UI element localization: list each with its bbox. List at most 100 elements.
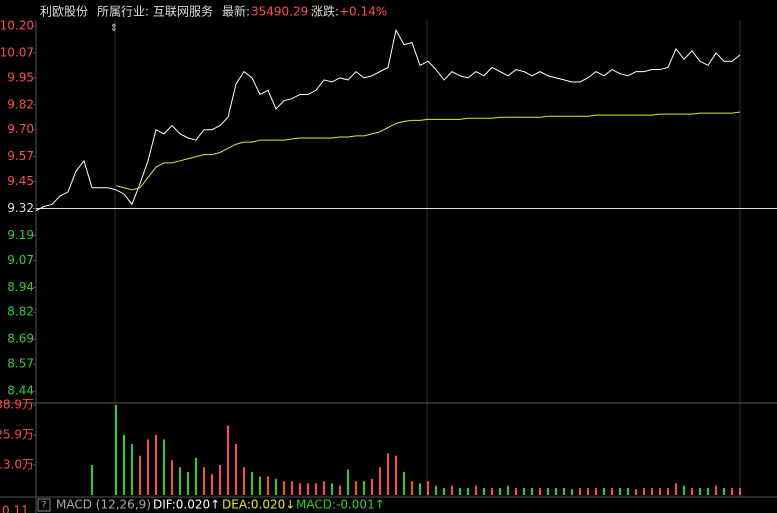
volume-tick-label: 25.9万 <box>0 428 34 442</box>
y-tick-label: 10.20 <box>0 19 34 33</box>
volume-bar <box>435 485 437 495</box>
industry: 互联网服务 <box>153 4 213 19</box>
macd-dea: DEA:0.020↓ <box>222 498 295 512</box>
volume-bar <box>483 488 485 495</box>
volume-bar <box>731 488 733 495</box>
volume-bar <box>299 483 301 495</box>
volume-bar <box>499 488 501 495</box>
volume-bar <box>459 488 461 495</box>
price-line <box>35 28 741 212</box>
volume-bar <box>387 453 389 495</box>
volume-bar <box>419 483 421 495</box>
volume-bar <box>523 488 525 495</box>
volume-bar <box>331 483 333 495</box>
volume-bar <box>539 488 541 495</box>
volume-tick-label: 38.9万 <box>0 398 34 412</box>
volume-bar <box>619 488 621 495</box>
volume-bar <box>203 467 205 495</box>
volume-bar <box>443 488 445 495</box>
header: 利欧股份 所属行业: 互联网服务 最新: 35490.29 涨跌: +0.14% <box>40 4 387 19</box>
change-label: 涨跌: <box>311 4 339 19</box>
volume-bar <box>739 488 741 495</box>
volume-bar <box>611 488 613 495</box>
volume-bar <box>691 488 693 495</box>
latest-label: 最新: <box>222 4 250 19</box>
y-tick-label: 10.07 <box>0 45 34 59</box>
volume-bar <box>555 488 557 495</box>
volume-bar <box>595 488 597 495</box>
volume-bar <box>115 405 117 495</box>
y-tick-label: 8.94 <box>7 280 34 294</box>
volume-bar <box>427 481 429 495</box>
volume-bar <box>163 439 165 495</box>
volume-bar <box>243 467 245 495</box>
volume-bar <box>251 471 253 495</box>
volume-bar <box>643 488 645 495</box>
help-icon[interactable]: ? <box>42 501 47 511</box>
volume-tick-label: 13.0万 <box>0 457 34 471</box>
change: +0.14% <box>339 5 387 19</box>
volume-bar <box>467 488 469 495</box>
volume-bar <box>323 481 325 495</box>
volume-bar <box>339 485 341 495</box>
macd-dif: DIF:0.020↑ <box>153 498 220 512</box>
volume-bar <box>603 488 605 495</box>
volume-bar <box>259 476 261 495</box>
volume-bar <box>715 485 717 495</box>
volume-bar <box>699 488 701 495</box>
volume-bar <box>531 488 533 495</box>
volume-bar <box>187 471 189 495</box>
volume-bar <box>515 488 517 495</box>
volume-bar <box>371 478 373 495</box>
volume-bar <box>291 481 293 495</box>
y-tick-label: 8.82 <box>7 305 34 319</box>
volume-bar <box>627 488 629 495</box>
volume-bar <box>563 488 565 495</box>
volume-bar <box>179 467 181 495</box>
volume-bar <box>219 464 221 495</box>
volume-bar <box>723 488 725 495</box>
macd-title: MACD (12,26,9) <box>56 498 151 512</box>
volume-bar <box>147 439 149 495</box>
volume-bar <box>675 483 677 495</box>
volume-bar <box>579 488 581 495</box>
volume-bar <box>635 489 637 495</box>
volume-bar <box>139 455 141 495</box>
y-tick-label: 8.57 <box>7 357 34 371</box>
volume-bar <box>195 457 197 495</box>
volume-bar <box>507 485 509 495</box>
y-tick-label: 9.07 <box>7 253 34 267</box>
volume-bar <box>91 464 93 495</box>
help-button[interactable] <box>37 498 51 512</box>
volume-bar <box>451 485 453 495</box>
y-tick-label: 9.45 <box>7 174 34 188</box>
latest: 35490.29 <box>251 5 308 19</box>
drag-icon: ⇕ <box>110 23 118 34</box>
volume-bar <box>283 481 285 495</box>
y-tick-label: 9.95 <box>7 70 34 84</box>
volume-bar <box>123 434 125 495</box>
volume-bar <box>491 488 493 495</box>
volume-bar <box>355 481 357 495</box>
volume-bar <box>475 485 477 495</box>
volume-bar <box>363 481 365 495</box>
volume-bar <box>379 467 381 495</box>
y-tick-label: 9.82 <box>7 97 34 111</box>
volume-bar <box>227 425 229 495</box>
volume-bar <box>403 471 405 495</box>
volume-bar <box>235 444 237 495</box>
volume-bar <box>307 483 309 495</box>
volume-bar <box>651 488 653 495</box>
stock-name: 利欧股份 <box>40 5 88 19</box>
volume-bar <box>171 460 173 495</box>
y-tick-label: 9.70 <box>7 122 34 136</box>
macd-axis-label: 0.11 <box>2 504 29 513</box>
volume-bar <box>211 474 213 495</box>
volume-bar <box>411 481 413 495</box>
y-tick-label: 8.44 <box>7 384 34 398</box>
y-tick-label: 8.69 <box>7 332 34 346</box>
y-tick-label: 9.32 <box>7 201 34 215</box>
macd-value: MACD:-0.001↑ <box>296 498 385 512</box>
y-tick-label: 9.57 <box>7 149 34 163</box>
